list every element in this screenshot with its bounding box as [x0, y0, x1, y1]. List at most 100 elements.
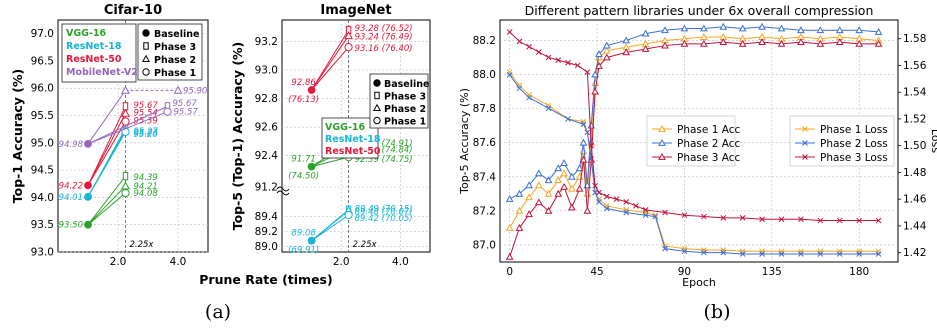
pattern-acc-marker	[758, 22, 766, 30]
pattern-acc-marker	[567, 203, 576, 211]
imagenet-baseline-marker	[307, 236, 316, 245]
pattern-acc-marker	[700, 33, 708, 40]
pattern-acc-marker	[602, 46, 611, 54]
pattern-legend-acc-marker	[658, 152, 666, 160]
pattern-loss-marker	[526, 43, 532, 50]
pattern-ytick-right-label: 1.58	[903, 33, 926, 45]
pattern-acc-marker	[700, 39, 708, 47]
pattern-acc-marker	[700, 24, 708, 32]
cifar-phase-marker	[121, 188, 130, 198]
imagenet-ytick-label: 93.2	[255, 36, 278, 48]
imagenet-phase-marker	[344, 210, 353, 220]
pattern-acc-marker	[855, 26, 864, 34]
pattern-acc-marker	[583, 206, 592, 214]
pattern-loss-marker	[856, 217, 863, 224]
pattern-acc-marker	[560, 159, 568, 167]
pattern-acc-marker	[835, 38, 844, 46]
imagenet-ytick-label: 91.2	[255, 182, 278, 194]
cifar-xtick-label: 4.0	[170, 256, 187, 268]
cifar-series-line	[87, 185, 126, 226]
pattern-acc-marker	[554, 176, 563, 184]
pattern-ytick-label: 88.0	[473, 69, 496, 81]
pattern-loss-marker	[506, 29, 513, 35]
pattern-loss-marker	[584, 129, 591, 136]
imagenet-series-line	[311, 46, 349, 91]
cifar-series-line	[87, 105, 168, 145]
pattern-chart: 87.0 87.2 87.4 87.6 87.8 88.0 88.2 1.42 1.44 1.46…	[458, 3, 937, 289]
pattern-loss-marker	[701, 213, 707, 220]
cifar-data-label: 94.08	[134, 189, 159, 199]
pattern-acc-marker	[505, 223, 514, 231]
pattern-acc-marker	[515, 223, 524, 231]
pattern-loss-marker	[623, 209, 630, 216]
pattern-loss-marker	[836, 251, 843, 257]
pattern-acc-marker	[855, 39, 864, 47]
pattern-xtick-label: 135	[762, 266, 782, 278]
pattern-acc-marker	[738, 39, 747, 47]
pattern-acc-marker	[816, 39, 825, 47]
cifar-legend-model-entry: ResNet-50	[66, 54, 122, 65]
pattern-acc-marker	[534, 181, 543, 189]
imagenet-data-label: 93.28 (76.52)	[355, 24, 413, 34]
pattern-acc-marker	[758, 38, 766, 46]
pattern-acc-marker	[797, 26, 805, 34]
pattern-loss-marker	[596, 198, 602, 205]
pattern-y-axis-label: Top-5 Accuracy (%)	[458, 88, 471, 195]
pattern-x-axis-label: Epoch	[682, 276, 716, 289]
cifar-phase-marker	[121, 117, 130, 126]
cifar-data-label: 95.23	[134, 128, 158, 138]
pattern-acc-marker	[544, 189, 553, 197]
imagenet-legend-phase-marker	[374, 91, 380, 100]
imagenet-baseline-top1-label: (69.91)	[288, 246, 319, 256]
pattern-acc-marker	[595, 50, 603, 57]
pattern-acc-marker	[560, 169, 568, 177]
cifar-data-label: 94.21	[134, 182, 158, 192]
pattern-loss-marker	[588, 142, 595, 149]
cifar-xtick-label: 2.0	[110, 256, 127, 268]
imagenet-baseline-top1-label: (76.13)	[288, 95, 319, 105]
pattern-acc-marker	[816, 26, 825, 34]
cifar-baseline-label: 94.98	[59, 140, 84, 150]
pattern-acc-marker	[680, 24, 689, 32]
cifar-baseline-marker	[84, 181, 92, 190]
pattern-ytick-right-label: 1.56	[903, 60, 927, 72]
pattern-acc-marker	[661, 41, 669, 49]
imagenet-series-line	[311, 35, 350, 91]
imagenet-prune-rate-label: 2.25x	[353, 240, 378, 250]
pattern-legend-loss-entry: Phase 1 Loss	[820, 124, 888, 136]
cifar-ytick-label: 95.0	[31, 137, 54, 149]
pattern-loss-marker	[817, 217, 824, 224]
pattern-acc-marker	[534, 198, 543, 206]
imagenet-legend-model-entry: VGG-16	[325, 122, 366, 133]
pattern-ytick-right-label: 1.42	[903, 247, 926, 259]
pattern-acc-marker	[515, 189, 524, 197]
pattern-loss-marker	[875, 251, 882, 257]
pattern-loss-marker	[759, 251, 765, 257]
cifar-ytick-label: 97.0	[31, 28, 54, 40]
pattern-title: Different pattern libraries under 6x ove…	[525, 3, 874, 18]
cifar-series-line	[87, 192, 126, 226]
pattern-ytick-right-label: 1.44	[903, 220, 927, 232]
cifar-legend-phase-entry: Phase 1	[154, 68, 196, 79]
pattern-legend-acc-entry: Phase 1 Acc	[677, 124, 740, 136]
pattern-acc-marker	[579, 155, 588, 163]
cifar-phase-marker	[121, 181, 130, 190]
pattern-ytick-label: 87.6	[473, 137, 497, 149]
imagenet-legend-model-entry: ResNet-18	[325, 134, 381, 145]
pattern-ytick-label: 87.4	[473, 171, 497, 183]
pattern-legend-loss-entry: Phase 3 Loss	[820, 152, 888, 164]
pattern-loss-marker	[545, 54, 552, 61]
pattern-loss-marker	[565, 116, 571, 122]
pattern-legend-loss-marker	[802, 154, 808, 160]
pattern-ytick-label: 87.2	[473, 205, 496, 217]
cifar-baseline-marker	[84, 220, 92, 229]
pattern-acc-marker	[602, 53, 611, 61]
imagenet-data-label: 93.16 (76.40)	[355, 44, 413, 54]
pattern-loss-marker	[652, 212, 659, 219]
imagenet-baseline-label: 92.86	[291, 78, 316, 88]
pattern-acc-marker	[554, 189, 563, 197]
cifar-phase-marker	[121, 85, 130, 94]
pattern-acc-marker	[719, 22, 728, 30]
imagenet-legend-models-box	[321, 117, 379, 159]
